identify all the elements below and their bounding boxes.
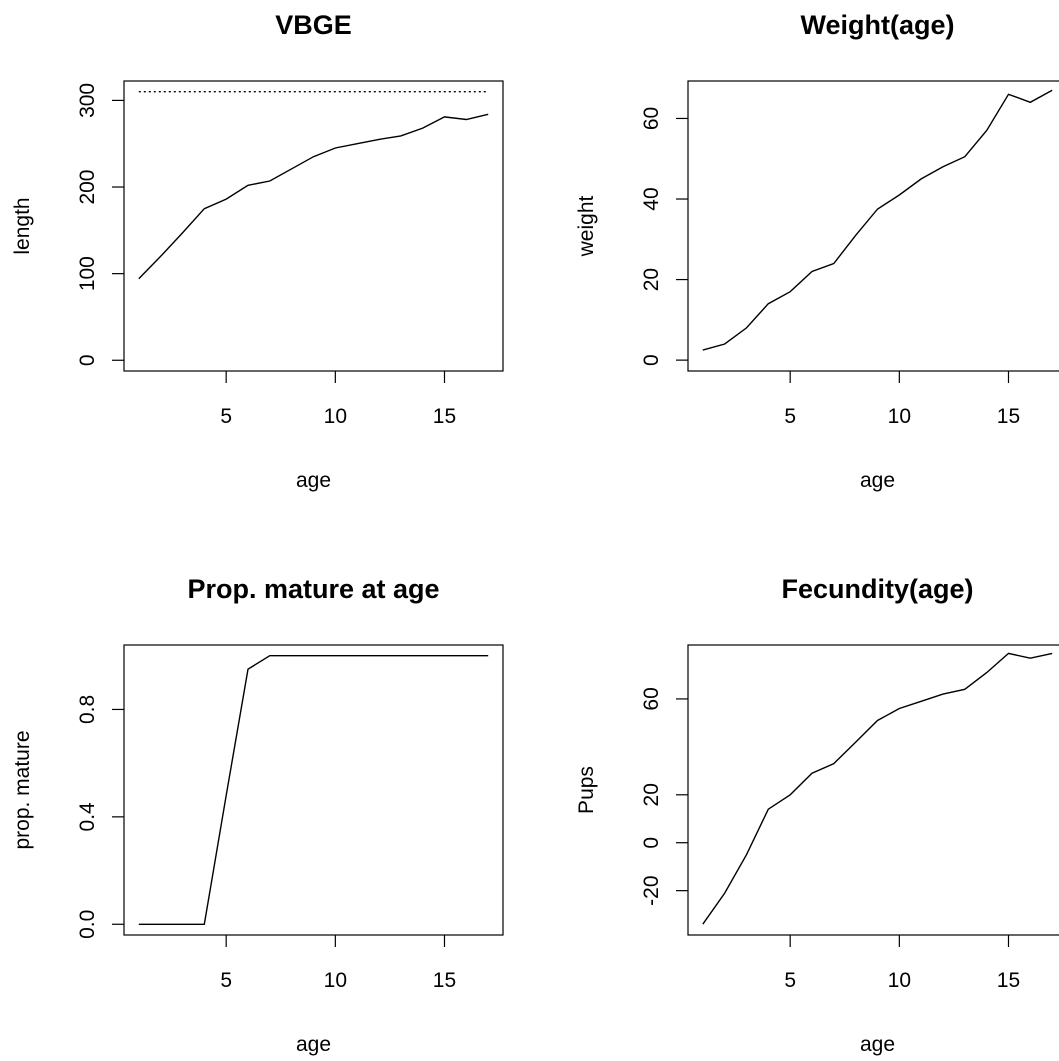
chart-2-x-tick-label: 15 (997, 405, 1020, 428)
chart-2-plot-frame (687, 80, 1059, 372)
chart-1-y-tick-label: 100 (76, 256, 99, 291)
chart-1-x-tick-label: 15 (433, 405, 456, 428)
chart-1-y-axis-label: length (11, 197, 34, 254)
chart-4-x-tick-label: 10 (888, 969, 911, 992)
chart-1-series-line (138, 113, 489, 280)
chart-1-x-tick-label: 5 (220, 405, 232, 428)
chart-1-plot-frame (123, 80, 504, 372)
chart-3-x-tick-label: 15 (433, 969, 456, 992)
chart-2-y-tick-label: 40 (640, 187, 663, 210)
chart-3-x-tick-label: 10 (324, 969, 347, 992)
chart-2: Weight(age) age weight 5 10 15 0 20 40 60 (575, 10, 1059, 492)
chart-4-x-tick-label: 5 (784, 969, 796, 992)
chart-2-y-axis-label: weight (575, 195, 598, 257)
chart-4-series-line (702, 652, 1053, 925)
chart-2-y-tick-label: 60 (640, 107, 663, 130)
chart-2-y-tick-label: 20 (640, 268, 663, 291)
chart-3-x-tick-label: 5 (220, 969, 232, 992)
chart-4: Fecundity(age) age Pups 5 10 15 -20 0 20 60 (575, 574, 1059, 1056)
chart-3-y-tick-label: 0.8 (76, 695, 99, 724)
chart-2-x-tick-label: 10 (888, 405, 911, 428)
chart-3-y-axis-label: prop. mature (11, 730, 34, 849)
chart-4-y-tick-label: 20 (640, 783, 663, 806)
chart-1-x-axis-label: age (296, 469, 331, 492)
chart-1-y-tick-label: 200 (76, 169, 99, 204)
chart-1-x-tick-label: 10 (324, 405, 347, 428)
chart-4-y-tick-label: 60 (640, 687, 663, 710)
chart-3-title: Prop. mature at age (187, 574, 439, 604)
chart-1-y-tick-label: 300 (76, 83, 99, 118)
chart-4-x-axis-label: age (860, 1033, 895, 1056)
chart-2-x-tick-label: 5 (784, 405, 796, 428)
chart-4-x-tick-label: 15 (997, 969, 1020, 992)
chart-2-x-axis-label: age (860, 469, 895, 492)
chart-3-series-line (138, 655, 489, 925)
chart-2-y-tick-label: 0 (640, 354, 663, 366)
chart-3-x-axis-label: age (296, 1033, 331, 1056)
chart-4-y-axis-label: Pups (575, 766, 598, 814)
chart-3-y-tick-label: 0.4 (76, 802, 99, 832)
chart-1: VBGE age length 5 10 15 0 100 200 300 (11, 10, 504, 492)
chart-2-title: Weight(age) (801, 10, 955, 40)
chart-4-plot-frame (687, 644, 1059, 936)
chart-3-y-tick-label: 0.0 (76, 910, 99, 939)
chart-3-plot-frame (123, 644, 504, 936)
chart-1-y-tick-label: 0 (76, 354, 99, 366)
chart-4-y-tick-label: -20 (640, 875, 663, 905)
chart-4-y-tick-label: 0 (640, 837, 663, 849)
chart-2-series-line (702, 89, 1053, 351)
chart-3: Prop. mature at age age prop. mature 5 10 15 0… (11, 574, 504, 1056)
chart-4-title: Fecundity(age) (781, 574, 973, 604)
chart-1-title: VBGE (275, 10, 352, 40)
